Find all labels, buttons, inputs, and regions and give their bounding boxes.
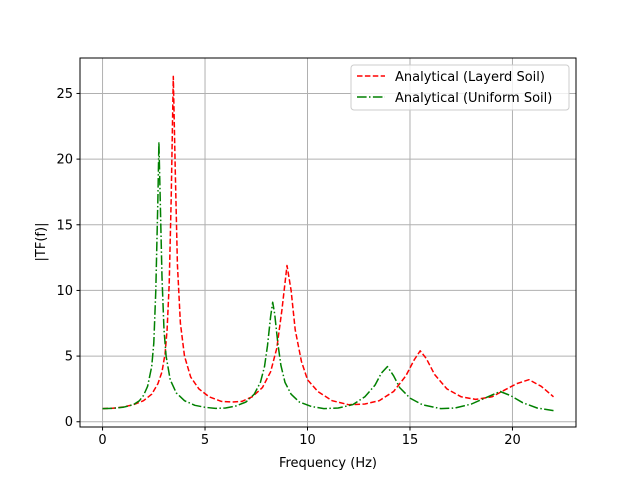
x-tick-label: 20 (504, 433, 521, 448)
y-tick-label: 20 (56, 153, 73, 168)
series-line-layered (102, 75, 554, 410)
y-tick-label: 0 (65, 415, 73, 430)
x-axis-label: Frequency (Hz) (279, 456, 377, 471)
legend: Analytical (Layerd Soil) Analytical (Uni… (350, 64, 570, 111)
x-tick-label: 5 (201, 433, 209, 448)
ticks: 0 5 10 15 20 0 5 10 15 20 25 (56, 87, 520, 448)
y-axis-label: |TF(f)| (34, 223, 49, 262)
y-tick-label: 15 (56, 218, 73, 233)
y-tick-label: 5 (65, 350, 73, 365)
series-lines (102, 75, 554, 412)
x-tick-label: 10 (299, 433, 316, 448)
legend-label-layered: Analytical (Layerd Soil) (395, 70, 545, 85)
legend-label-uniform: Analytical (Uniform Soil) (395, 91, 552, 106)
x-tick-label: 0 (98, 433, 106, 448)
axes-frame (79, 57, 577, 428)
x-tick-label: 15 (402, 433, 419, 448)
legend-box (350, 64, 570, 111)
y-tick-label: 25 (56, 87, 73, 102)
series-line-uniform (102, 141, 554, 412)
y-tick-label: 10 (56, 284, 73, 299)
